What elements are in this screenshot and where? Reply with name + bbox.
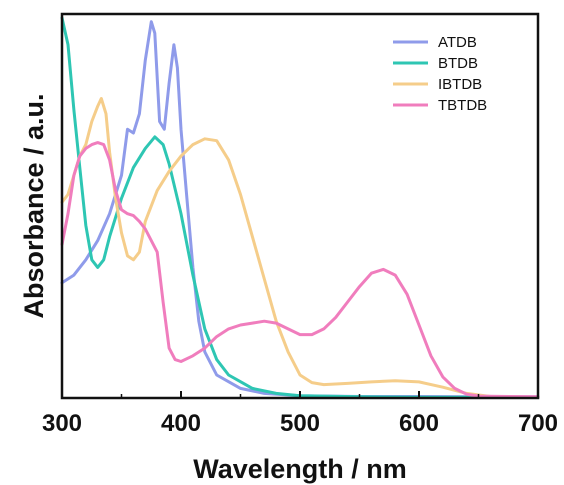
x-axis-tick-labels: 300 400 500 600 700 — [42, 410, 558, 437]
y-axis-title: Absorbance / a.u. — [19, 93, 49, 318]
legend-item-tbtdb: TBTDB — [393, 97, 487, 114]
series-line-tbtdb — [60, 141, 540, 399]
x-tick-label: 600 — [399, 410, 439, 437]
x-tick-label: 700 — [518, 410, 558, 437]
x-tick-label: 400 — [161, 410, 201, 437]
x-tick-label: 300 — [42, 410, 82, 437]
legend-item-ibtdb: IBTDB — [393, 76, 482, 93]
legend-label: IBTDB — [438, 76, 482, 93]
x-axis-title: Wavelength / nm — [193, 454, 407, 484]
series-line-btdb — [60, 16, 540, 399]
legend-item-btdb: BTDB — [393, 55, 478, 72]
x-axis-ticks — [61, 391, 539, 398]
x-tick-label: 500 — [280, 410, 320, 437]
legend: ATDB BTDB IBTDB TBTDB — [393, 34, 487, 114]
legend-label: ATDB — [438, 34, 477, 51]
series-layer — [60, 16, 540, 399]
series-line-atdb — [60, 20, 540, 399]
legend-label: TBTDB — [438, 97, 487, 114]
legend-label: BTDB — [438, 55, 478, 72]
series-line-ibtdb — [60, 97, 540, 399]
legend-item-atdb: ATDB — [393, 34, 477, 51]
